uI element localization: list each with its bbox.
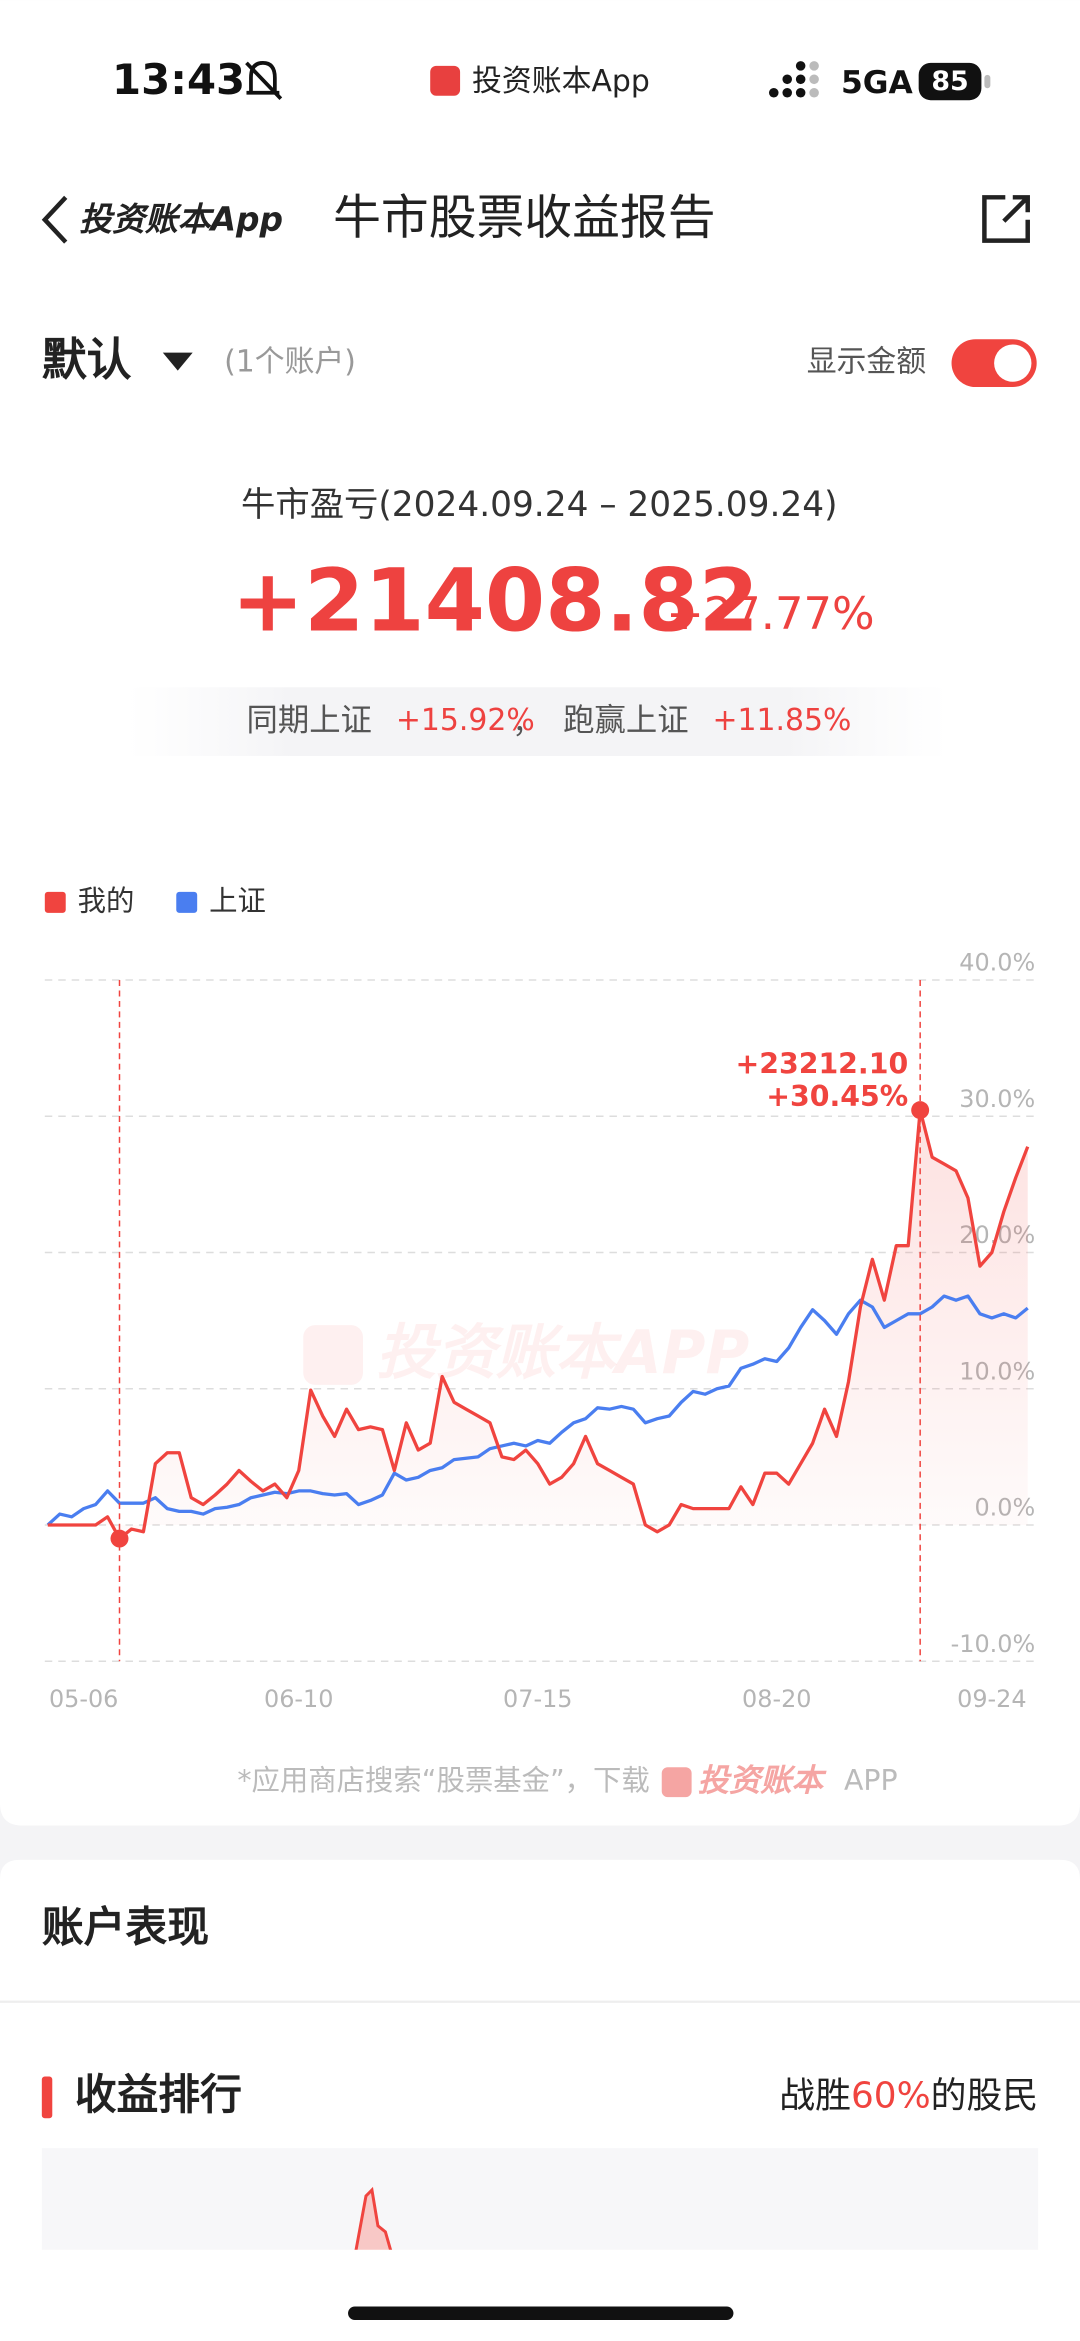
- show-amount-toggle[interactable]: [951, 339, 1037, 388]
- network-label: 5GA: [841, 65, 914, 101]
- page-title: 牛市股票收益报告: [333, 191, 715, 246]
- app-icon: [430, 65, 461, 96]
- ranking-value: 60%: [851, 2075, 931, 2116]
- line: [47, 1108, 1030, 1541]
- y-tick-label: -10.0%: [951, 1630, 1036, 1658]
- legend-label: 我的: [78, 884, 135, 917]
- mute-icon: [245, 60, 283, 101]
- benchmark-label: 同期上证: [246, 703, 371, 739]
- extreme-marker: [110, 1529, 129, 1548]
- x-tick-label: 05-06: [49, 1685, 118, 1713]
- extreme-marker: [911, 1101, 930, 1120]
- chart: 我的上证-10.0%0.0%10.0%20.0%30.0%40.0%05-060…: [44, 884, 1036, 1713]
- watermark: 投资账本APP: [376, 1319, 749, 1388]
- annotation: +30.45%: [766, 1080, 908, 1113]
- ranking-suffix: 的股民: [931, 2075, 1039, 2116]
- bottom-bar: [0, 2249, 1080, 2341]
- section-title: 账户表现: [42, 1903, 209, 1952]
- legend-swatch: [176, 891, 198, 913]
- y-tick-label: 40.0%: [959, 949, 1035, 977]
- ranking-title: 收益排行: [75, 2070, 242, 2119]
- signal-dot: [782, 87, 792, 98]
- signal-dot: [809, 87, 819, 98]
- bell: [246, 60, 280, 95]
- signal-dot: [782, 74, 792, 85]
- battery: [918, 62, 982, 101]
- x-tick-label: 08-20: [742, 1685, 811, 1713]
- y-tick-label: 30.0%: [959, 1085, 1035, 1113]
- signal-dot: [809, 74, 819, 85]
- x-tick-label: 06-10: [264, 1685, 333, 1713]
- benchmark-value: +15.92%: [396, 703, 535, 738]
- signal-dot: [795, 61, 806, 71]
- back-label: 投资账本App: [79, 200, 283, 239]
- battery-tip: [984, 74, 991, 89]
- benchmark-band: [126, 687, 949, 756]
- account-count: (1个账户): [224, 345, 356, 380]
- beat-label: 跑赢上证: [563, 703, 688, 739]
- back-button[interactable]: 投资账本App: [41, 195, 283, 244]
- x-tick-label: 07-15: [503, 1685, 572, 1713]
- watermark-icon: [303, 1325, 363, 1385]
- profit-percent: +27.77%: [666, 587, 874, 640]
- ranking-prefix: 战胜: [779, 2075, 851, 2116]
- footer-app-icon: [661, 1767, 692, 1798]
- back-chevron: [41, 195, 68, 244]
- status-app: 投资账本App: [472, 64, 650, 99]
- footer-note: *应用商店搜索“股票基金”，下载: [237, 1764, 649, 1797]
- account-selector[interactable]: 默认: [42, 333, 193, 386]
- signal-dot: [795, 74, 806, 85]
- share-arrow: [1002, 195, 1030, 223]
- home-indicator: [348, 2306, 734, 2320]
- line: [46, 1294, 1029, 1527]
- toggle-label: 显示金额: [807, 345, 927, 380]
- footer-suffix: APP: [844, 1764, 898, 1797]
- annotation: +23212.10: [735, 1047, 908, 1080]
- ranking-summary: 战胜60%的股民: [779, 2075, 1038, 2116]
- profit-amount: +21408.82: [232, 552, 759, 652]
- footer-brand: 投资账本: [698, 1763, 827, 1799]
- share-button[interactable]: [982, 195, 1030, 243]
- legend-label: 上证: [209, 884, 266, 917]
- share-frame: [982, 195, 1030, 243]
- battery-level: 85: [931, 66, 968, 97]
- ranking-chart-area: [41, 2148, 1039, 2253]
- report-card: [0, 0, 1080, 1826]
- period-label: 牛市盈亏(2024.09.24 – 2025.09.24): [241, 485, 837, 525]
- separator: ，: [512, 706, 542, 741]
- signal-dot: [768, 87, 779, 98]
- beat-value: +11.85%: [713, 703, 852, 738]
- signal-icon: [768, 61, 819, 98]
- bell-slash: [245, 61, 283, 101]
- toggle-knob: [994, 344, 1032, 382]
- status-time: 13:43: [112, 55, 245, 104]
- legend-swatch: [44, 891, 66, 913]
- account-name: 默认: [42, 333, 132, 386]
- x-tick-label: 09-24: [957, 1685, 1026, 1713]
- dropdown-arrow: [162, 352, 193, 371]
- ranking-accent: [41, 2076, 53, 2119]
- signal-dot: [795, 87, 806, 98]
- signal-dot: [809, 61, 819, 71]
